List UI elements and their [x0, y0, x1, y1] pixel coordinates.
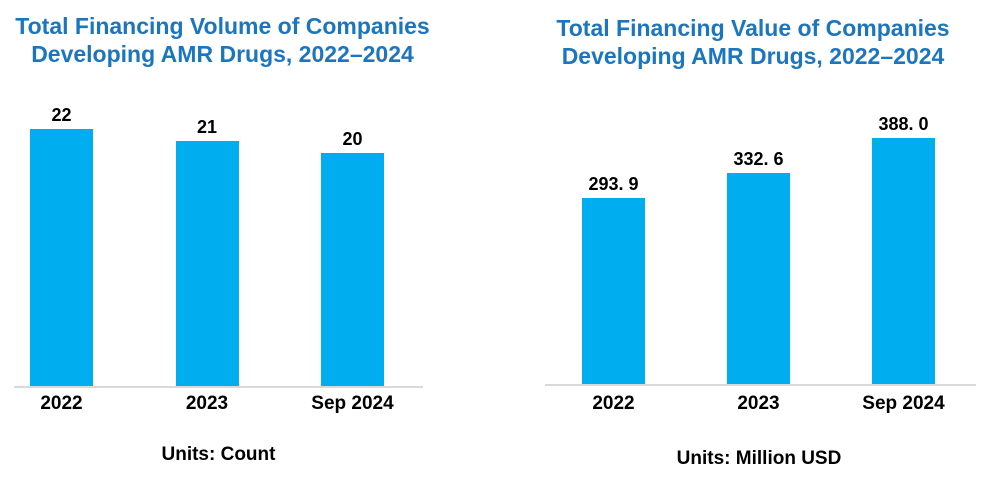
chart-title: Total Financing Value of Companies Devel… [551, 14, 955, 70]
plot-area: 293. 9 332. 6 388. 0 [545, 114, 976, 386]
chart-title-line-1: Total Financing Value of Companies [556, 15, 950, 41]
bar-group: 20 [321, 129, 384, 386]
bar-group: 293. 9 [582, 174, 645, 384]
bar-value-label: 22 [51, 105, 72, 126]
bar-group: 388. 0 [872, 114, 935, 384]
chart-title-line-2: Developing AMR Drugs, 2022–2024 [31, 41, 414, 67]
bar-group: 22 [30, 105, 93, 386]
x-axis-label: 2023 [737, 393, 780, 414]
x-axis-label: 2022 [40, 393, 83, 414]
chart-title-line-1: Total Financing Volume of Companies [15, 13, 430, 39]
x-axis-label: Sep 2024 [311, 393, 394, 414]
bar [727, 173, 790, 384]
units-note: Units: Million USD [676, 448, 842, 469]
chart-financing-volume: Total Financing Volume of Companies Deve… [0, 0, 493, 484]
bar-group: 332. 6 [727, 149, 790, 384]
x-axis-label: Sep 2024 [862, 393, 945, 414]
bar-value-label: 332. 6 [733, 149, 784, 170]
plot-area: 22 21 20 [14, 105, 423, 388]
bar [582, 197, 645, 384]
bar [321, 152, 384, 386]
chart-title: Total Financing Volume of Companies Deve… [10, 12, 435, 68]
x-axis-label: 2022 [592, 393, 635, 414]
bar [175, 141, 239, 386]
bar-value-label: 20 [342, 128, 363, 149]
bar-value-label: 21 [196, 117, 218, 137]
bar-group: 21 [175, 117, 239, 386]
chart-title-line-2: Developing AMR Drugs, 2022–2024 [561, 43, 945, 69]
x-axis-label: 2023 [185, 393, 229, 414]
bar [872, 138, 935, 384]
units-note: Units: Count [161, 444, 276, 465]
bar [30, 129, 93, 386]
bar-value-label: 293. 9 [588, 173, 639, 194]
x-axis-row: 2022 2023 Sep 2024 [14, 393, 423, 415]
bar-value-label: 388. 0 [878, 114, 929, 135]
x-axis-row: 2022 2023 Sep 2024 [545, 393, 976, 415]
chart-financing-value: Total Financing Value of Companies Devel… [493, 0, 987, 484]
